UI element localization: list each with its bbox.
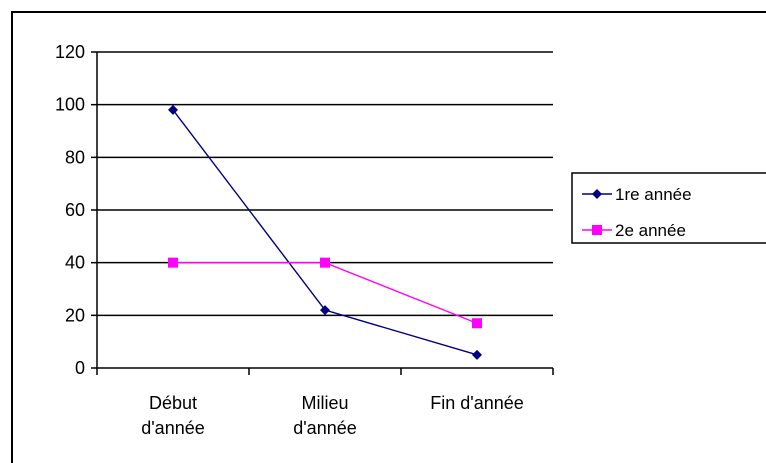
- legend-marker-1: [592, 189, 602, 199]
- y-tick-label: 0: [75, 358, 85, 378]
- x-tick-label-line: d'année: [141, 418, 205, 438]
- x-tick-label-line: d'année: [293, 418, 357, 438]
- x-tick-label-line: Fin d'année: [430, 393, 524, 413]
- data-point: [472, 318, 482, 329]
- axes: [91, 51, 554, 375]
- x-tick-label: Milieu d'année: [293, 393, 357, 438]
- legend: 1re année 2e année: [571, 172, 766, 244]
- x-tick-label: Début d'année: [141, 393, 205, 438]
- y-tick-label: 60: [65, 200, 85, 220]
- series-group: [168, 104, 482, 360]
- legend-box: [571, 172, 766, 244]
- legend-label-2: 2e année: [615, 221, 686, 240]
- y-tick-label: 80: [65, 147, 85, 167]
- y-tick-label: 120: [55, 42, 85, 62]
- legend-marker-2: [592, 225, 602, 235]
- y-tick-label: 100: [55, 95, 85, 115]
- x-axis-ticks: Début d'année Milieu d'année Fin d'année: [141, 393, 524, 438]
- legend-label-1: 1re année: [615, 185, 692, 204]
- y-axis-ticks: 0 20 40 60 80 100 120: [55, 42, 85, 378]
- x-tick-label: Fin d'année: [430, 393, 524, 413]
- x-tick-label-line: Milieu: [301, 393, 348, 413]
- data-point: [168, 257, 178, 268]
- y-tick-label: 20: [65, 305, 85, 325]
- data-point: [320, 305, 330, 316]
- data-point: [168, 104, 178, 115]
- data-point: [320, 257, 330, 268]
- data-point: [472, 349, 482, 360]
- x-tick-label-line: Début: [149, 393, 197, 413]
- y-tick-label: 40: [65, 253, 85, 273]
